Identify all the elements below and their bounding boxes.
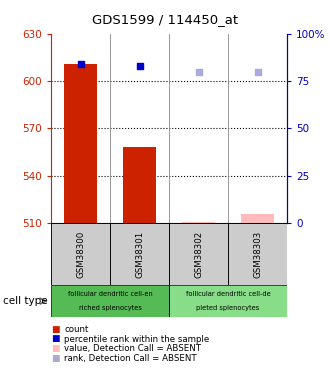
Point bbox=[255, 69, 260, 75]
Text: GSM38300: GSM38300 bbox=[76, 230, 85, 278]
Text: cell type: cell type bbox=[3, 296, 48, 306]
Text: GSM38303: GSM38303 bbox=[253, 230, 262, 278]
Text: count: count bbox=[64, 325, 89, 334]
Text: ■: ■ bbox=[51, 325, 60, 334]
Bar bbox=[64, 64, 97, 223]
Bar bbox=[169, 223, 228, 285]
Text: percentile rank within the sample: percentile rank within the sample bbox=[64, 334, 210, 344]
Bar bbox=[110, 223, 169, 285]
Bar bbox=[228, 223, 287, 285]
Text: value, Detection Call = ABSENT: value, Detection Call = ABSENT bbox=[64, 344, 201, 353]
Bar bbox=[169, 285, 287, 317]
Text: follicular dendritic cell-en: follicular dendritic cell-en bbox=[68, 291, 152, 297]
Bar bbox=[182, 222, 215, 223]
Text: riched splenocytes: riched splenocytes bbox=[79, 305, 142, 311]
Bar bbox=[51, 223, 110, 285]
Bar bbox=[123, 147, 156, 223]
Text: ■: ■ bbox=[51, 344, 60, 353]
Point bbox=[78, 61, 83, 67]
Point bbox=[196, 69, 201, 75]
Text: follicular dendritic cell-de: follicular dendritic cell-de bbox=[186, 291, 271, 297]
Text: GDS1599 / 114450_at: GDS1599 / 114450_at bbox=[92, 13, 238, 26]
Text: GSM38301: GSM38301 bbox=[135, 230, 144, 278]
Bar bbox=[51, 285, 169, 317]
Text: pleted splenocytes: pleted splenocytes bbox=[196, 305, 260, 311]
Text: rank, Detection Call = ABSENT: rank, Detection Call = ABSENT bbox=[64, 354, 197, 363]
Text: GSM38302: GSM38302 bbox=[194, 230, 203, 278]
Text: ■: ■ bbox=[51, 334, 60, 344]
Bar bbox=[241, 214, 274, 223]
Point bbox=[137, 63, 142, 69]
Text: ■: ■ bbox=[51, 354, 60, 363]
